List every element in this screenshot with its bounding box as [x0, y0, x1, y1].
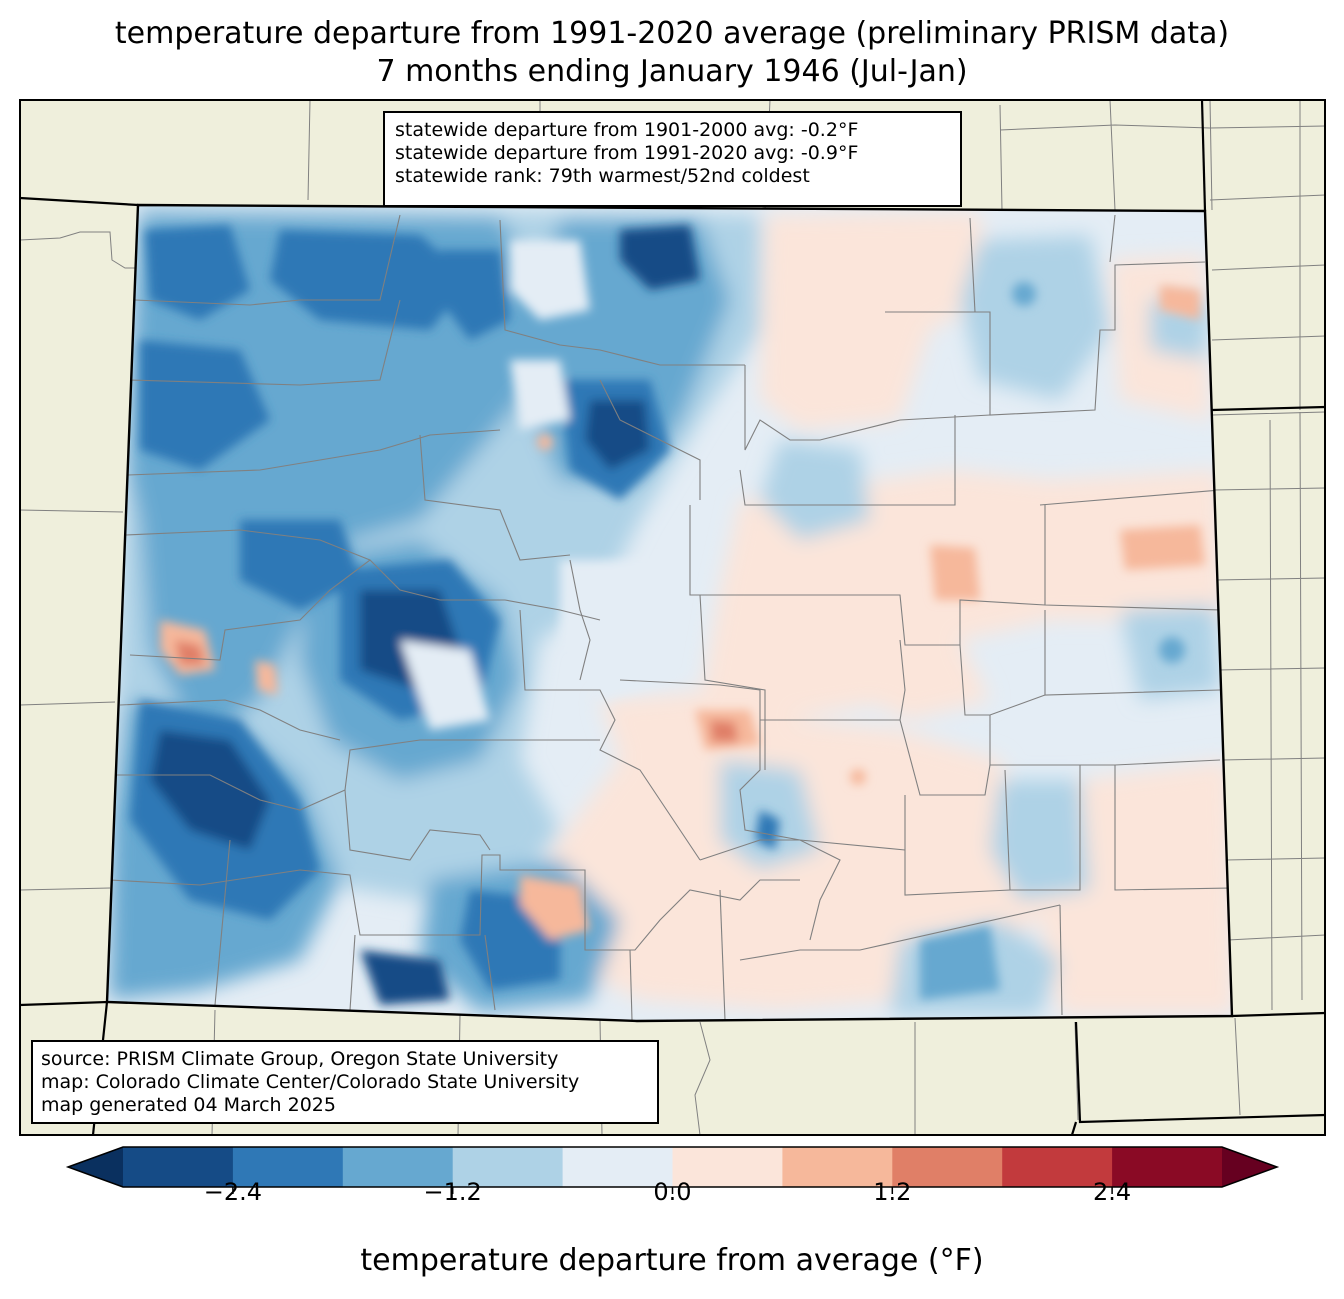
source-box: source: PRISM Climate Group, Oregon Stat…: [31, 1040, 659, 1124]
map-frame: [19, 99, 1326, 1136]
colorbar-tick-label: −1.2: [423, 1178, 482, 1206]
colorbar-segment: [562, 1147, 673, 1187]
colorbar-under-arrow: [68, 1147, 123, 1187]
colorbar-segment: [123, 1147, 234, 1187]
colorbar-segment: [1002, 1147, 1113, 1187]
map-subtitle: 7 months ending January 1946 (Jul-Jan): [376, 54, 968, 89]
source-line: source: PRISM Climate Group, Oregon Stat…: [41, 1048, 559, 1070]
colorbar-segment: [892, 1147, 1003, 1187]
colorbar-tick-label: 1.2: [873, 1178, 912, 1206]
colorbar: [65, 1146, 1280, 1194]
map-title: temperature departure from 1991-2020 ave…: [114, 16, 1230, 51]
stat-departure-1901-2000: statewide departure from 1901-2000 avg: …: [395, 119, 859, 141]
colorbar-segment: [672, 1147, 783, 1187]
colorado-state-border: [105, 203, 1234, 1023]
map-credit-line: map: Colorado Climate Center/Colorado St…: [41, 1071, 580, 1093]
colorbar-over-arrow: [1222, 1147, 1277, 1187]
generated-date-line: map generated 04 March 2025: [41, 1094, 336, 1116]
colorbar-title: temperature departure from average (°F): [360, 1243, 984, 1278]
colorbar-segment: [452, 1147, 564, 1187]
colorbar-segment: [1112, 1147, 1223, 1187]
stat-rank: statewide rank: 79th warmest/52nd coldes…: [395, 165, 810, 187]
colorbar-segment: [782, 1147, 893, 1187]
colorado-county-lines: [109, 214, 1231, 1021]
colorbar-segment: [232, 1147, 344, 1187]
colorbar-outline: [65, 1146, 1280, 1188]
colorbar-segment: [342, 1147, 454, 1187]
temperature-field: [107, 205, 1232, 1021]
colorbar-tick-label: 2.4: [1093, 1178, 1132, 1206]
colorbar-tick-label: −2.4: [203, 1178, 263, 1206]
colorbar-tick-label: 0.0: [653, 1178, 692, 1206]
stat-departure-1991-2020: statewide departure from 1991-2020 avg: …: [395, 142, 859, 164]
statistics-box: statewide departure from 1901-2000 avg: …: [383, 111, 962, 207]
